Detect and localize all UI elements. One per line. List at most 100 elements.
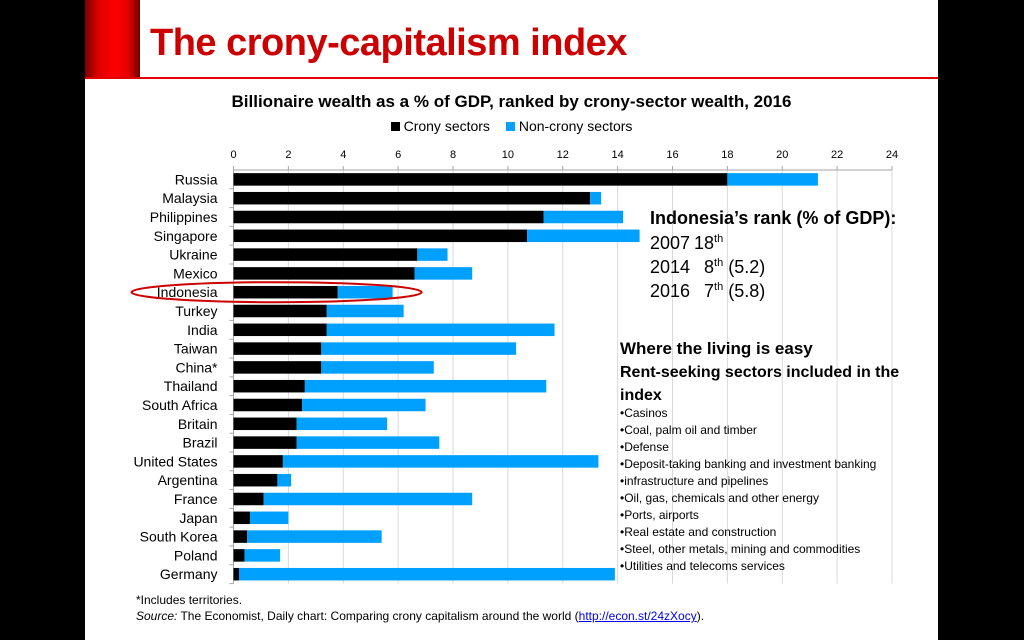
category-label: South Africa: [142, 397, 218, 413]
x-tick-label: 24: [886, 149, 898, 161]
rank-gdp-share: (5.8): [723, 281, 766, 301]
category-label: Thailand: [164, 378, 218, 394]
source-note: Source: The Economist, Daily chart: Comp…: [136, 609, 704, 623]
category-label: Malaysia: [162, 190, 217, 206]
x-tick-label: 22: [831, 149, 843, 161]
bar-crony: [233, 173, 728, 186]
sector-item: •Real estate and construction: [620, 525, 777, 539]
bar-non-crony: [321, 361, 434, 374]
rank-row: 2007 18th: [650, 233, 723, 254]
slide-title: The crony-capitalism index: [150, 22, 627, 64]
x-tick-label: 20: [776, 149, 788, 161]
source-link[interactable]: http://econ.st/24zXocy: [578, 609, 697, 623]
rank-row: 2014 8th (5.2): [650, 257, 765, 278]
bar-crony: [233, 361, 322, 374]
bar-chart: 0 2 4 6 8 10 12 14 16 18 20 22 24RussiaMalaysiaPhili…: [130, 149, 898, 585]
sector-item: •Oil, gas, chemicals and other energy: [620, 491, 819, 505]
footnote: *Includes territories.: [136, 593, 243, 607]
bar-non-crony: [543, 210, 624, 224]
bar-non-crony: [247, 530, 382, 543]
category-label: Argentina: [158, 472, 218, 488]
category-label: Poland: [174, 547, 218, 563]
category-label: Taiwan: [174, 341, 218, 357]
category-label: Japan: [179, 510, 217, 526]
sector-item: •Utilities and telecoms services: [620, 559, 785, 573]
bar-non-crony: [337, 285, 393, 299]
bar-crony: [233, 191, 591, 205]
x-tick-label: 12: [557, 149, 569, 161]
source-end: ).: [696, 609, 705, 623]
title-accent-bar: [85, 0, 140, 78]
bar-non-crony: [527, 229, 640, 243]
rank-gdp-share: (5.2): [723, 257, 766, 277]
legend-item-non-crony: Non-crony sectors: [505, 118, 633, 134]
category-label: Turkey: [175, 303, 217, 319]
bar-crony: [233, 248, 418, 261]
bar-crony: [233, 436, 297, 449]
bar-crony: [233, 455, 283, 468]
bar-non-crony: [417, 248, 448, 261]
bar-non-crony: [296, 417, 388, 431]
highlight-ellipse: [130, 281, 423, 304]
bar-crony: [233, 492, 264, 506]
bar-non-crony: [263, 492, 473, 506]
rank-year: 2007: [650, 233, 691, 253]
rank-row: 2016 7th (5.8): [650, 281, 765, 302]
rank-suffix: th: [714, 233, 724, 245]
bar-non-crony: [238, 567, 615, 581]
category-label: United States: [133, 453, 217, 469]
x-tick-label: 18: [721, 149, 733, 161]
legend-label-non-crony: Non-crony sectors: [518, 118, 633, 134]
sector-item: •Defense: [620, 440, 669, 454]
bar-non-crony: [302, 398, 426, 412]
bar-crony: [233, 511, 250, 525]
bar-crony: [233, 567, 239, 581]
category-label: India: [187, 322, 218, 338]
category-label: Britain: [178, 416, 218, 432]
bar-crony: [233, 398, 303, 412]
category-label: Germany: [160, 566, 218, 582]
bar-non-crony: [326, 304, 404, 318]
category-label: Indonesia: [157, 284, 218, 300]
category-label: Russia: [175, 171, 218, 187]
bar-non-crony: [304, 379, 547, 393]
legend-swatch-non-crony: [505, 122, 515, 131]
bar-crony: [233, 229, 528, 243]
bar-crony: [233, 549, 245, 562]
bar-non-crony: [282, 455, 599, 468]
bar-crony: [233, 473, 278, 487]
bar-crony: [233, 267, 415, 280]
x-tick-label: 10: [502, 149, 514, 161]
category-label: Philippines: [150, 209, 218, 225]
bar-non-crony: [277, 473, 292, 487]
category-label: France: [174, 491, 218, 507]
bar-crony: [233, 379, 305, 393]
chart-title: Billionaire wealth as a % of GDP, ranked…: [231, 92, 792, 111]
source-label: Source:: [136, 609, 178, 623]
category-label: China*: [175, 359, 218, 375]
rank-suffix: th: [714, 281, 724, 293]
bar-non-crony: [590, 191, 602, 205]
rank-value: 7: [704, 281, 715, 301]
category-label: Singapore: [154, 228, 218, 244]
source-text: The Economist, Daily chart: Comparing cr…: [177, 609, 579, 623]
bar-non-crony: [414, 267, 473, 280]
bar-crony: [233, 285, 338, 299]
sector-item: •Casinos: [620, 406, 668, 420]
category-label: Ukraine: [169, 247, 217, 263]
sectors-list: •Casinos •Coal, palm oil and timber •Defen…: [620, 405, 876, 575]
bar-crony: [233, 530, 248, 543]
legend-swatch-crony: [390, 122, 400, 131]
x-tick-label: 0: [230, 149, 236, 161]
rank-box-title: Indonesia’s rank (% of GDP):: [650, 208, 897, 228]
rank-year: 2014: [650, 257, 691, 277]
sector-item: •Steel, other metals, mining and commodi…: [620, 542, 861, 556]
category-label: Mexico: [173, 265, 218, 281]
slide: The crony-capitalism index Billionaire w…: [85, 0, 938, 640]
category-label: South Korea: [140, 529, 218, 545]
sector-item: •Coal, palm oil and timber: [620, 423, 757, 437]
x-tick-label: 4: [340, 149, 346, 161]
x-tick-label: 16: [666, 149, 678, 161]
bar-crony: [233, 210, 544, 224]
bar-crony: [233, 304, 327, 318]
